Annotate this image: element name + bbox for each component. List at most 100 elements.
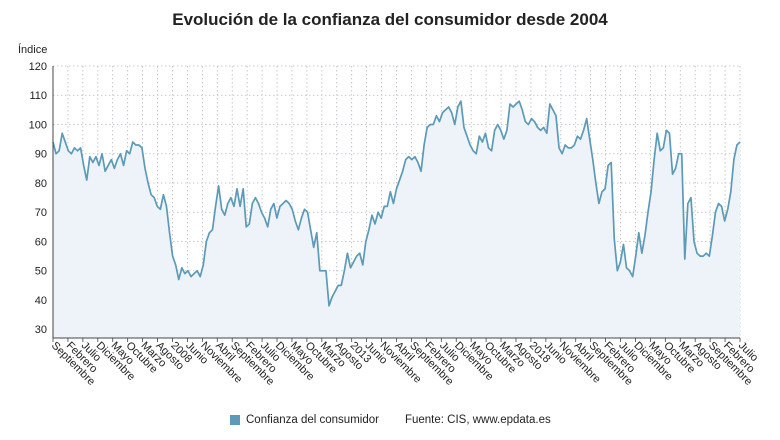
legend-swatch — [230, 415, 240, 425]
data-point — [530, 117, 532, 119]
data-point — [306, 211, 308, 213]
data-point — [543, 126, 545, 128]
data-point — [573, 144, 575, 146]
data-point — [567, 147, 569, 149]
chart-title: Evolución de la confianza del consumidor… — [172, 10, 608, 29]
data-point — [714, 211, 716, 213]
data-point — [521, 109, 523, 111]
data-point — [631, 275, 633, 277]
data-point — [736, 144, 738, 146]
data-point — [441, 112, 443, 114]
data-point — [628, 270, 630, 272]
data-point — [389, 191, 391, 193]
data-point — [533, 120, 535, 122]
data-point — [481, 141, 483, 143]
data-point — [279, 205, 281, 207]
data-point — [497, 123, 499, 125]
data-point — [135, 144, 137, 146]
data-point — [604, 188, 606, 190]
y-tick-label: 110 — [29, 90, 47, 102]
data-point — [677, 153, 679, 155]
data-point — [447, 106, 449, 108]
data-point — [294, 220, 296, 222]
data-point — [500, 129, 502, 131]
data-point — [411, 158, 413, 160]
source-note: Fuente: CIS, www.epdata.es — [404, 414, 551, 426]
data-point — [125, 150, 127, 152]
data-point — [509, 103, 511, 105]
data-point — [325, 270, 327, 272]
data-point — [417, 161, 419, 163]
data-point — [300, 217, 302, 219]
data-point — [552, 109, 554, 111]
data-point — [380, 217, 382, 219]
data-point — [365, 240, 367, 242]
data-point — [202, 264, 204, 266]
y-tick-label: 70 — [35, 207, 47, 219]
data-point — [82, 164, 84, 166]
data-point — [346, 252, 348, 254]
data-point — [128, 153, 130, 155]
data-point — [181, 267, 183, 269]
data-point — [650, 191, 652, 193]
data-point — [432, 123, 434, 125]
data-point — [193, 272, 195, 274]
data-point — [576, 135, 578, 137]
data-point — [331, 296, 333, 298]
data-point — [493, 129, 495, 131]
series-area — [53, 101, 740, 338]
data-point — [297, 229, 299, 231]
data-point — [595, 182, 597, 184]
data-point — [147, 182, 149, 184]
y-tick-label: 80 — [35, 178, 47, 190]
data-point — [708, 255, 710, 257]
data-point — [95, 155, 97, 157]
data-point — [208, 232, 210, 234]
data-point — [671, 173, 673, 175]
data-point — [263, 217, 265, 219]
data-point — [392, 202, 394, 204]
data-point — [257, 202, 259, 204]
legend: Confianza del consumidor Fuente: CIS, ww… — [230, 414, 551, 426]
data-point — [426, 126, 428, 128]
data-point — [469, 144, 471, 146]
y-tick-label: 120 — [29, 61, 47, 73]
data-point — [653, 158, 655, 160]
data-point — [585, 117, 587, 119]
data-point — [343, 270, 345, 272]
data-point — [303, 208, 305, 210]
data-point — [582, 129, 584, 131]
data-point — [536, 126, 538, 128]
data-point — [460, 100, 462, 102]
data-point — [693, 240, 695, 242]
data-point — [564, 144, 566, 146]
data-point — [429, 123, 431, 125]
data-point — [359, 252, 361, 254]
data-point — [86, 179, 88, 181]
data-point — [619, 261, 621, 263]
data-point — [592, 158, 594, 160]
data-point — [598, 202, 600, 204]
data-point — [644, 234, 646, 236]
data-point — [466, 135, 468, 137]
data-point — [681, 153, 683, 155]
data-point — [227, 202, 229, 204]
data-point — [260, 211, 262, 213]
data-point — [589, 138, 591, 140]
data-point — [70, 153, 72, 155]
data-point — [236, 188, 238, 190]
data-point — [423, 144, 425, 146]
series-line-confianza-del-consumidor — [52, 100, 741, 307]
data-point — [371, 214, 373, 216]
data-point — [490, 150, 492, 152]
data-point — [454, 123, 456, 125]
data-point — [199, 275, 201, 277]
data-point — [73, 147, 75, 149]
data-point — [153, 196, 155, 198]
data-point — [506, 129, 508, 131]
data-point — [702, 255, 704, 257]
data-point — [122, 164, 124, 166]
data-point — [159, 208, 161, 210]
data-point — [107, 164, 109, 166]
